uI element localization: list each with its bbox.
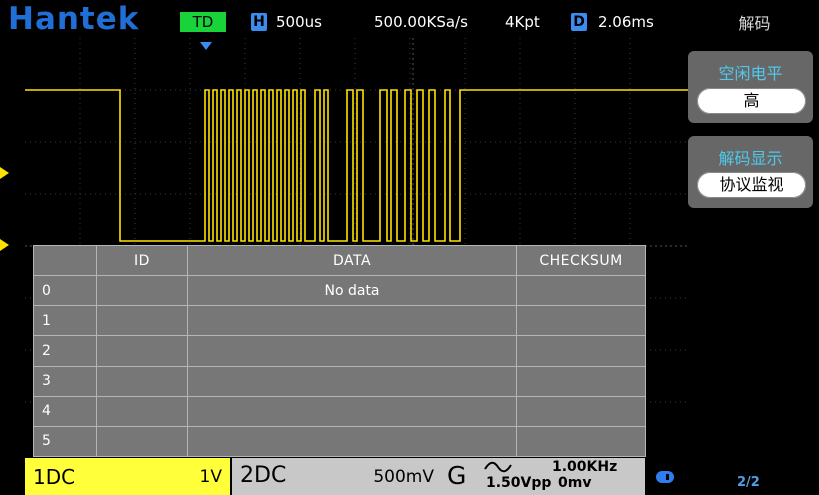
header-checksum: CHECKSUM <box>516 244 646 277</box>
usb-icon <box>656 471 674 483</box>
row-checksum <box>516 335 646 367</box>
decode-table-header: ID DATA CHECKSUM <box>33 244 646 277</box>
row-index: 3 <box>33 365 97 397</box>
trigger-level-marker[interactable] <box>0 167 9 179</box>
memory-depth-readout: 4Kpt <box>505 13 540 31</box>
table-row[interactable]: 1 <box>33 305 646 337</box>
row-id <box>96 335 188 367</box>
row-index: 0 <box>33 275 97 307</box>
idle-level-value[interactable]: 高 <box>697 88 806 114</box>
row-checksum <box>516 365 646 397</box>
channel2-status[interactable]: 2DC 500mV <box>232 458 440 495</box>
row-data <box>187 425 517 458</box>
decode-table: ID DATA CHECKSUM 0 No data 1 2 3 4 5 <box>33 244 646 458</box>
row-id <box>96 365 188 397</box>
row-data <box>187 305 517 337</box>
row-data: No data <box>187 275 517 307</box>
channel1-coupling: 1DC <box>33 465 76 489</box>
header-id: ID <box>96 244 188 277</box>
row-id <box>96 425 188 458</box>
generator-label: G <box>447 461 467 490</box>
row-index: 1 <box>33 305 97 337</box>
row-data <box>187 365 517 397</box>
sample-rate-readout: 500.00KSa/s <box>374 13 468 31</box>
row-checksum <box>516 425 646 458</box>
channel1-trace <box>25 89 690 242</box>
row-index: 2 <box>33 335 97 367</box>
acquisition-mode-badge[interactable]: TD <box>180 12 226 32</box>
row-id <box>96 275 188 307</box>
brand-logo: Hantek <box>8 1 140 37</box>
trigger-position-pointer[interactable] <box>200 42 212 50</box>
row-index: 4 <box>33 395 97 427</box>
generator-frequency: 1.00KHz <box>552 459 618 475</box>
idle-level-label: 空闲电平 <box>718 64 783 83</box>
header-data: DATA <box>187 244 517 277</box>
row-id <box>96 305 188 337</box>
horizontal-badge: H <box>251 13 267 31</box>
table-row[interactable]: 3 <box>33 365 646 397</box>
menu-title: 解码 <box>738 14 771 33</box>
sine-wave-icon <box>484 461 512 473</box>
timebase-readout[interactable]: 500us <box>276 13 322 31</box>
table-row[interactable]: 4 <box>33 395 646 427</box>
channel1-ground-marker[interactable] <box>0 239 9 251</box>
generator-offset: 0mv <box>558 475 592 491</box>
channel1-scale: 1V <box>199 467 222 487</box>
row-data <box>187 335 517 367</box>
generator-amplitude: 1.50Vpp <box>486 475 552 491</box>
row-id <box>96 395 188 427</box>
row-checksum <box>516 305 646 337</box>
menu-page-indicator[interactable]: 2/2 <box>737 475 760 490</box>
channel1-status[interactable]: 1DC 1V <box>25 458 230 495</box>
signal-generator-status[interactable]: G 1.00KHz 1.50Vpp 0mv <box>440 458 645 495</box>
channel2-coupling: 2DC <box>240 463 287 488</box>
decode-display-label: 解码显示 <box>718 149 783 168</box>
row-index: 5 <box>33 425 97 458</box>
header-index <box>33 244 97 277</box>
row-checksum <box>516 395 646 427</box>
delay-badge: D <box>571 13 587 31</box>
trigger-delay-readout[interactable]: 2.06ms <box>598 13 654 31</box>
table-row[interactable]: 0 No data <box>33 275 646 307</box>
channel2-scale: 500mV <box>373 467 434 487</box>
row-checksum <box>516 275 646 307</box>
decode-display-value[interactable]: 协议监视 <box>697 172 806 198</box>
table-row[interactable]: 5 <box>33 425 646 458</box>
table-row[interactable]: 2 <box>33 335 646 367</box>
row-data <box>187 395 517 427</box>
